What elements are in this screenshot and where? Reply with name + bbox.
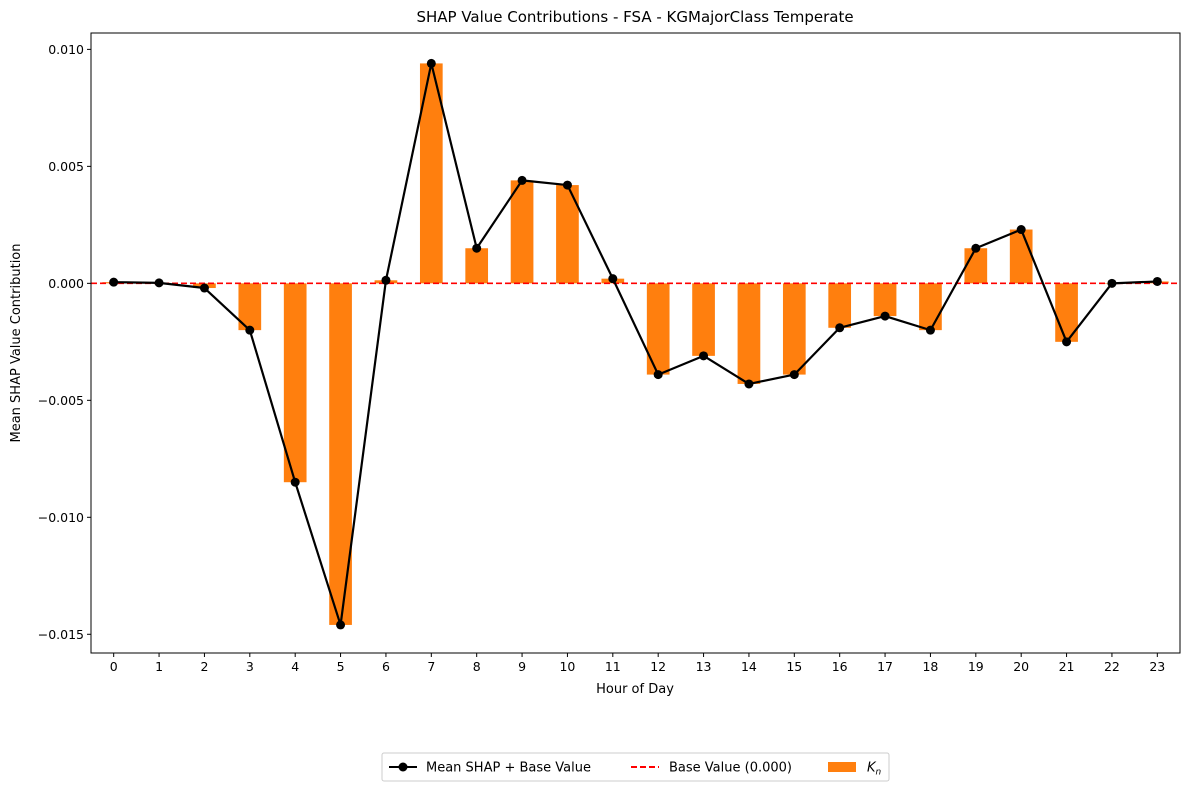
x-tick-label: 16 xyxy=(832,659,848,674)
x-tick-label: 22 xyxy=(1104,659,1120,674)
x-tick-label: 20 xyxy=(1013,659,1029,674)
legend-entry-base-value: Base Value (0.000) xyxy=(631,761,792,776)
y-tick-label: −0.010 xyxy=(38,510,84,525)
y-tick-label: 0.000 xyxy=(48,276,84,291)
mean-shap-point-hour-1 xyxy=(154,278,164,288)
chart-title: SHAP Value Contributions - FSA - KGMajor… xyxy=(416,8,853,26)
bar-hour-14 xyxy=(737,283,761,384)
bar-hour-15 xyxy=(782,283,806,375)
x-tick-label: 12 xyxy=(650,659,666,674)
mean-shap-point-hour-7 xyxy=(426,58,436,68)
bar-hour-8 xyxy=(465,248,489,284)
mean-shap-point-hour-0 xyxy=(109,277,119,287)
x-tick-label: 18 xyxy=(922,659,938,674)
x-tick-label: 21 xyxy=(1059,659,1075,674)
y-tick-label: −0.005 xyxy=(38,393,84,408)
x-tick-label: 17 xyxy=(877,659,893,674)
mean-shap-point-hour-19 xyxy=(971,243,981,253)
mean-shap-point-hour-18 xyxy=(925,325,935,335)
bar-series xyxy=(102,63,1169,625)
bar-hour-3 xyxy=(238,283,262,331)
y-axis-label: Mean SHAP Value Contribution xyxy=(9,244,24,443)
mean-shap-point-hour-10 xyxy=(562,180,572,190)
x-tick-label: 15 xyxy=(786,659,802,674)
x-tick-label: 4 xyxy=(291,659,299,674)
legend-entry-mean-shap: Mean SHAP + Base Value xyxy=(389,761,591,776)
mean-shap-point-hour-9 xyxy=(517,175,527,185)
bar-hour-4 xyxy=(283,283,307,483)
x-tick-label: 8 xyxy=(473,659,481,674)
x-tick-label: 11 xyxy=(605,659,621,674)
bar-hour-12 xyxy=(646,283,670,375)
bar-hour-18 xyxy=(919,283,942,331)
mean-shap-point-hour-13 xyxy=(699,351,709,361)
legend-label-mean-shap: Mean SHAP + Base Value xyxy=(426,761,591,776)
bar-hour-20 xyxy=(1009,229,1033,284)
mean-shap-point-hour-5 xyxy=(336,620,346,630)
mean-shap-point-hour-2 xyxy=(199,283,209,293)
legend-label-kn-sub: n xyxy=(876,768,882,778)
y-tick-label: 0.010 xyxy=(48,42,84,57)
bar-hour-17 xyxy=(873,283,897,317)
x-tick-label: 3 xyxy=(246,659,254,674)
x-tick-label: 6 xyxy=(382,659,390,674)
legend-entry-kn: Kn xyxy=(828,761,882,778)
mean-shap-point-hour-16 xyxy=(835,323,845,333)
mean-shap-point-hour-11 xyxy=(608,274,618,284)
y-axis-ticks: 0.010 0.005 0.000 −0.005 −0.010 −0.015 xyxy=(38,42,91,642)
x-tick-label: 14 xyxy=(741,659,757,674)
x-tick-label: 1 xyxy=(155,659,163,674)
mean-shap-line xyxy=(113,62,1158,627)
y-tick-label: −0.015 xyxy=(38,627,84,642)
mean-shap-point-hour-21 xyxy=(1062,337,1072,347)
x-axis-ticks: 0 1 2 3 4 5 6 7 8 9 10 11 12 13 14 15 16 17 18 19 20 21 22 23 xyxy=(110,653,1165,674)
mean-shap-point-hour-3 xyxy=(245,325,255,335)
bar-hour-9 xyxy=(510,180,534,284)
bar-hour-19 xyxy=(964,248,988,284)
y-tick-label: 0.005 xyxy=(48,159,84,174)
line-series xyxy=(109,58,1162,630)
x-tick-label: 19 xyxy=(968,659,984,674)
x-tick-label: 0 xyxy=(110,659,118,674)
mean-shap-point-hour-17 xyxy=(880,311,890,321)
x-tick-label: 9 xyxy=(518,659,526,674)
legend-marker-swatch xyxy=(398,762,408,772)
mean-shap-point-hour-20 xyxy=(1016,225,1026,235)
mean-shap-point-hour-15 xyxy=(789,370,799,380)
x-tick-label: 7 xyxy=(427,659,435,674)
x-tick-label: 2 xyxy=(200,659,208,674)
mean-shap-point-hour-14 xyxy=(744,379,754,389)
x-tick-label: 10 xyxy=(559,659,575,674)
mean-shap-point-hour-8 xyxy=(472,243,482,253)
x-axis-label: Hour of Day xyxy=(596,682,674,697)
bar-hour-10 xyxy=(556,185,579,284)
legend: Mean SHAP + Base Value Base Value (0.000… xyxy=(381,752,890,782)
mean-shap-point-hour-22 xyxy=(1107,278,1117,288)
legend-label-base-value: Base Value (0.000) xyxy=(669,761,792,776)
legend-label-kn-main: K xyxy=(867,761,877,776)
mean-shap-point-hour-23 xyxy=(1152,276,1162,286)
bar-hour-16 xyxy=(828,283,852,328)
bar-hour-5 xyxy=(329,283,352,625)
mean-shap-point-hour-12 xyxy=(653,370,663,380)
plot-frame xyxy=(90,32,1181,654)
x-tick-label: 13 xyxy=(696,659,712,674)
bar-hour-13 xyxy=(692,283,715,356)
x-tick-label: 23 xyxy=(1149,659,1165,674)
legend-bar-swatch xyxy=(828,762,856,772)
x-tick-label: 5 xyxy=(337,659,345,674)
mean-shap-point-hour-6 xyxy=(381,275,391,285)
bar-hour-7 xyxy=(419,63,443,284)
legend-label-kn: Kn xyxy=(867,761,882,778)
mean-shap-point-hour-4 xyxy=(290,477,300,487)
